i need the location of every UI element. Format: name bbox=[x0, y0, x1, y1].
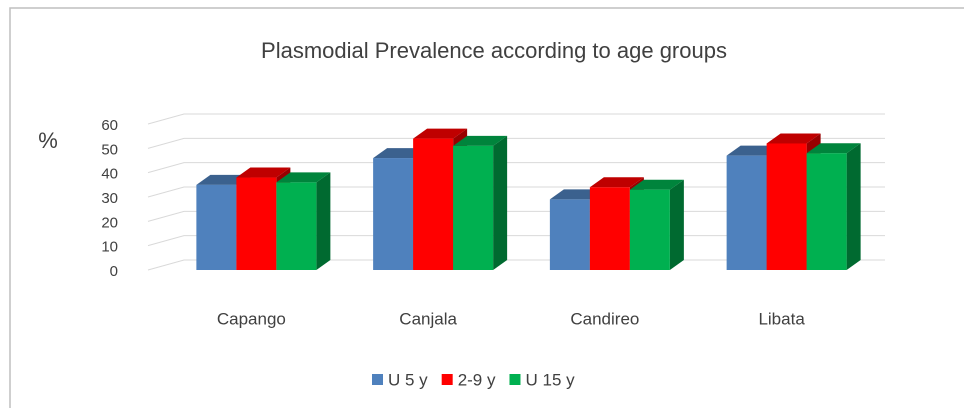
bar-face bbox=[276, 172, 331, 183]
bar-face bbox=[846, 143, 861, 270]
legend-label: U 5 y bbox=[388, 370, 428, 389]
bar-face bbox=[413, 128, 468, 139]
bar-face bbox=[766, 143, 807, 270]
y-tick-label: 0 bbox=[110, 263, 118, 280]
bar-face bbox=[373, 158, 414, 270]
bar-face bbox=[726, 155, 767, 270]
bar-face bbox=[806, 153, 847, 270]
bar-face bbox=[276, 182, 317, 270]
bar-face bbox=[453, 145, 494, 270]
y-tick-label: 60 bbox=[101, 117, 118, 134]
bar-face bbox=[806, 143, 861, 154]
bar-face bbox=[236, 167, 291, 178]
bar-face bbox=[453, 135, 508, 146]
bar bbox=[629, 179, 684, 270]
chart-frame bbox=[9, 7, 964, 408]
bar-face bbox=[316, 172, 331, 270]
legend-swatch bbox=[372, 374, 383, 385]
legend-label: U 15 y bbox=[525, 370, 575, 389]
bar-face bbox=[413, 138, 454, 270]
bar-face bbox=[236, 177, 277, 270]
y-tick-label: 20 bbox=[101, 214, 118, 231]
legend-label: 2-9 y bbox=[458, 370, 496, 389]
grid-line bbox=[147, 162, 885, 174]
grid-line bbox=[147, 113, 885, 125]
bar bbox=[276, 172, 331, 270]
bar-face bbox=[669, 179, 684, 270]
bar bbox=[453, 135, 508, 270]
x-tick-label: Candireo bbox=[570, 309, 639, 328]
y-tick-label: 50 bbox=[101, 141, 118, 158]
x-tick-label: Capango bbox=[217, 309, 286, 328]
y-tick-label: 30 bbox=[101, 190, 118, 207]
bar-face bbox=[549, 199, 590, 270]
x-tick-label: Canjala bbox=[399, 309, 457, 328]
legend-swatch bbox=[441, 374, 453, 385]
legend-swatch bbox=[509, 374, 521, 385]
bar-face bbox=[493, 135, 508, 270]
chart-title: Plasmodial Prevalence according to age g… bbox=[261, 38, 727, 63]
y-tick-label: 10 bbox=[101, 239, 118, 256]
bar bbox=[806, 143, 861, 270]
bar-face bbox=[766, 133, 821, 144]
grid-line bbox=[147, 137, 885, 149]
y-axis-label: % bbox=[38, 128, 58, 153]
bar-face bbox=[629, 189, 670, 270]
bar-face bbox=[196, 184, 237, 270]
y-tick-label: 40 bbox=[101, 166, 118, 183]
bar-face bbox=[629, 179, 684, 190]
bar-face bbox=[589, 187, 630, 270]
x-tick-label: Libata bbox=[758, 309, 805, 328]
bar-face bbox=[589, 177, 644, 188]
